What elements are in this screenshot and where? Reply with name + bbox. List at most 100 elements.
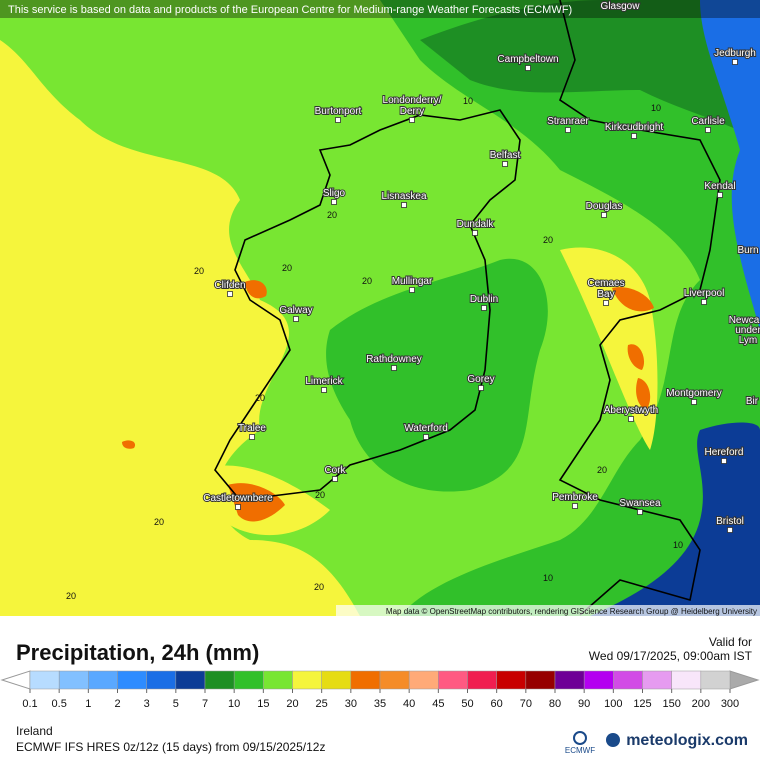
legend-tick-label: 125: [633, 698, 651, 710]
city-label: Tralee: [238, 423, 266, 434]
legend-tick-label: 100: [604, 698, 622, 710]
contour-label: 20: [362, 276, 372, 286]
legend-tick-label: 1: [85, 698, 91, 710]
city-marker: [227, 291, 233, 297]
notice-bar: [0, 0, 760, 18]
legend-tick-label: 80: [549, 698, 561, 710]
city-label: Burn: [737, 245, 758, 256]
legend-swatch: [204, 670, 235, 690]
legend-swatch: [438, 670, 468, 690]
city-marker: [601, 212, 607, 218]
area-orange: [612, 287, 654, 312]
brand: meteologix.com: [626, 732, 748, 749]
city-marker: [409, 117, 415, 123]
city-label: Montgomery: [666, 388, 722, 399]
area-green-east: [380, 0, 760, 616]
contour-label: 20: [314, 582, 324, 592]
contour-label: 10: [463, 96, 473, 106]
city-marker: [401, 202, 407, 208]
contour-label: 20: [255, 393, 265, 403]
legend-tick-label: 3: [144, 698, 150, 710]
area-dark-green: [420, 0, 760, 140]
legend-tick-label: 0.5: [52, 698, 67, 710]
city-label: under: [735, 325, 760, 336]
map: This service is based on data and produc…: [0, 0, 760, 616]
region: Ireland: [16, 724, 53, 738]
city-label: Lisnaskea: [381, 191, 426, 202]
legend-swatch: [583, 670, 614, 690]
legend-arrow-low: [0, 670, 31, 690]
contour-label: 20: [66, 591, 76, 601]
legend-swatch: [175, 670, 206, 690]
contour-label: 20: [282, 263, 292, 273]
area-orange: [245, 280, 267, 299]
area-blue-north: [700, 0, 760, 330]
legend-tick-label: 150: [662, 698, 680, 710]
legend-tick-label: 20: [286, 698, 298, 710]
city-label: Bir: [746, 396, 759, 407]
legend-arrow-high: [729, 670, 760, 690]
city-marker: [637, 509, 643, 515]
city-marker: [631, 133, 637, 139]
city-label: Derry: [400, 106, 424, 117]
city-label: Rathdowney: [366, 354, 422, 365]
city-marker: [478, 385, 484, 391]
city-label: Cork: [324, 465, 346, 476]
legend-swatch: [642, 670, 672, 690]
coastline-ireland: [214, 109, 521, 501]
contour-label: 20: [327, 210, 337, 220]
city-label: Campbeltown: [497, 54, 558, 65]
legend-tick-label: 60: [491, 698, 503, 710]
coastline-britain: [558, 0, 721, 616]
contour-label: 10: [651, 103, 661, 113]
city-layer: Glasgow Campbeltown Jedburgh Burtonport Lond…: [202, 0, 760, 533]
model-info: ECMWF IFS HRES 0z/12z (15 days) from 09/…: [16, 740, 325, 754]
area-orange: [122, 440, 136, 449]
area-green: [326, 258, 548, 492]
city-label: Swansea: [619, 498, 661, 509]
legend-tick-label: 7: [202, 698, 208, 710]
city-label: Galway: [279, 305, 312, 316]
city-label: Liverpool: [684, 288, 725, 299]
city-marker: [727, 527, 733, 533]
city-label: Pembroke: [552, 492, 598, 503]
legend-swatch: [467, 670, 497, 690]
city-label: Gorey: [467, 374, 494, 385]
city-label: Lym: [739, 335, 758, 346]
legend: 0.1 0.5 1 2 3 5 7 10 15 20 25 30 35 40 45 50 60 70 80 90 100…: [22, 670, 739, 710]
ecmwf-logo: [573, 731, 587, 745]
legend-tick-label: 15: [257, 698, 269, 710]
legend-swatch: [496, 670, 527, 690]
city-label: Hereford: [705, 447, 744, 458]
city-label: Carlisle: [691, 116, 725, 127]
city-label: Cemaes: [587, 278, 624, 289]
contour-label: 20: [315, 490, 325, 500]
legend-tick-label: 0.1: [22, 698, 37, 710]
area-blue-south: [590, 422, 760, 616]
contour-label: 20: [154, 517, 164, 527]
legend-tick-label: 25: [316, 698, 328, 710]
legend-swatch: [525, 670, 556, 690]
city-label: Clifden: [214, 280, 245, 291]
legend-swatch: [29, 670, 60, 690]
city-marker: [502, 161, 508, 167]
legend-swatch: [700, 670, 731, 690]
city-marker: [701, 299, 707, 305]
city-marker: [628, 416, 634, 422]
legend-tick-label: 90: [578, 698, 590, 710]
area-orange: [228, 483, 285, 522]
city-label: Stranraer: [547, 116, 589, 127]
city-marker: [472, 230, 478, 236]
contour-label: 10: [543, 573, 553, 583]
city-label: Kirkcudbright: [605, 122, 664, 133]
contour-label: 20: [597, 465, 607, 475]
contour-label: 20: [543, 235, 553, 245]
legend-swatch: [554, 670, 585, 690]
legend-tick-label: 30: [345, 698, 357, 710]
city-marker: [603, 300, 609, 306]
city-label: Waterford: [404, 423, 448, 434]
city-marker: [525, 65, 531, 71]
city-label: Mullingar: [392, 276, 433, 287]
legend-tick-label: 35: [374, 698, 386, 710]
